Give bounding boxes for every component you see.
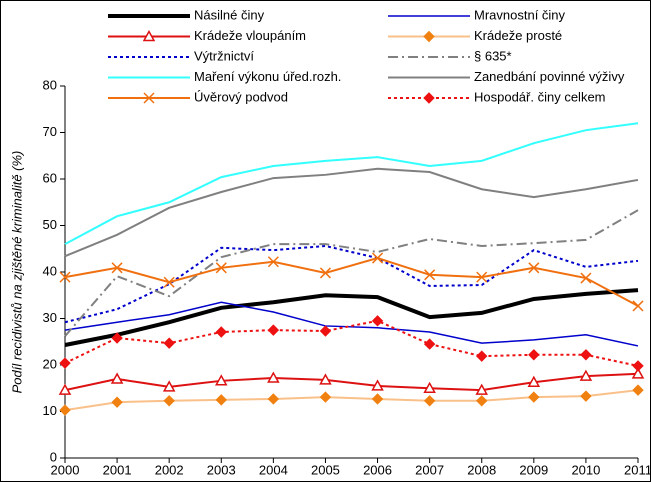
y-tick-label: 50 <box>43 217 57 232</box>
marker <box>111 332 123 344</box>
marker <box>371 393 384 405</box>
marker <box>163 276 175 288</box>
marker <box>58 383 72 395</box>
legend-label: Mravnostní činy <box>474 7 566 22</box>
marker <box>111 262 123 274</box>
marker <box>59 357 71 369</box>
series-line <box>64 319 639 367</box>
marker <box>372 252 384 264</box>
marker <box>528 262 540 274</box>
marker <box>163 337 175 349</box>
x-tick-label: 2006 <box>363 462 392 477</box>
y-tick-label: 30 <box>43 310 57 325</box>
series-line <box>64 122 639 245</box>
series-line <box>64 389 639 412</box>
legend-label: Maření výkonu úřed.rozh. <box>194 69 341 84</box>
y-tick-label: 60 <box>43 170 57 185</box>
legend-label: Krádeže prosté <box>474 28 562 43</box>
marker <box>162 380 176 392</box>
marker <box>528 349 540 361</box>
marker <box>163 395 175 407</box>
series-line <box>64 244 639 324</box>
marker <box>59 404 71 416</box>
marker <box>580 390 592 402</box>
marker <box>580 349 592 361</box>
marker <box>423 92 435 104</box>
marker <box>267 256 279 268</box>
marker <box>579 369 593 381</box>
marker <box>214 374 228 386</box>
y-axis-label: Podíl recidivistů na zjištěné kriminalit… <box>9 151 24 394</box>
marker <box>111 396 123 408</box>
y-tick-label: 20 <box>43 356 57 371</box>
marker <box>527 375 541 387</box>
marker <box>528 391 540 403</box>
marker <box>371 315 384 327</box>
marker <box>632 384 644 396</box>
marker <box>424 269 436 281</box>
legend-label: Násilné činy <box>194 7 265 22</box>
marker <box>215 262 227 274</box>
marker <box>423 395 436 407</box>
marker <box>142 29 156 42</box>
marker <box>215 394 227 406</box>
x-tick-label: 2001 <box>103 462 132 477</box>
marker <box>476 395 488 407</box>
legend-label: Zanedbání povinné výživy <box>474 69 625 84</box>
marker <box>267 393 280 405</box>
marker <box>423 30 435 43</box>
marker <box>110 372 124 384</box>
legend-label: § 635* <box>474 48 512 63</box>
x-tick-label: 2010 <box>571 462 600 477</box>
marker <box>319 373 332 385</box>
marker <box>319 325 332 337</box>
series-line <box>64 288 639 347</box>
marker <box>143 92 155 104</box>
marker <box>475 383 489 395</box>
marker <box>423 381 436 393</box>
series-line <box>64 257 639 307</box>
marker <box>580 272 592 284</box>
x-tick-label: 2007 <box>415 462 444 477</box>
marker <box>319 267 331 279</box>
marker <box>476 350 488 362</box>
legend-label: Krádeže vloupáním <box>194 28 306 43</box>
x-tick-label: 2002 <box>155 462 184 477</box>
marker <box>423 338 436 350</box>
marker <box>632 300 644 312</box>
marker <box>267 371 280 383</box>
y-tick-label: 70 <box>43 124 57 139</box>
y-tick-label: 10 <box>43 403 57 418</box>
legend-label: Hospodář. činy celkem <box>474 89 606 104</box>
marker <box>267 324 280 336</box>
legend-label: Úvěrový podvod <box>194 89 288 104</box>
x-tick-label: 2003 <box>207 462 236 477</box>
x-tick-label: 2008 <box>467 462 496 477</box>
marker <box>632 360 644 372</box>
x-tick-label: 2005 <box>311 462 340 477</box>
marker <box>631 367 645 379</box>
x-tick-label: 2004 <box>259 462 288 477</box>
marker <box>476 271 488 283</box>
y-tick-label: 40 <box>43 263 57 278</box>
marker <box>319 391 332 403</box>
series-line <box>64 167 639 258</box>
series-line <box>64 209 639 337</box>
marker <box>215 326 227 338</box>
x-tick-label: 2011 <box>624 462 651 477</box>
marker <box>59 271 71 283</box>
series-line <box>64 372 639 392</box>
x-tick-label: 2000 <box>51 462 80 477</box>
y-tick-label: 0 <box>50 449 57 464</box>
legend-label: Výtržnictví <box>194 48 254 63</box>
marker <box>371 379 384 391</box>
y-tick-label: 80 <box>43 77 57 92</box>
x-tick-label: 2009 <box>519 462 548 477</box>
